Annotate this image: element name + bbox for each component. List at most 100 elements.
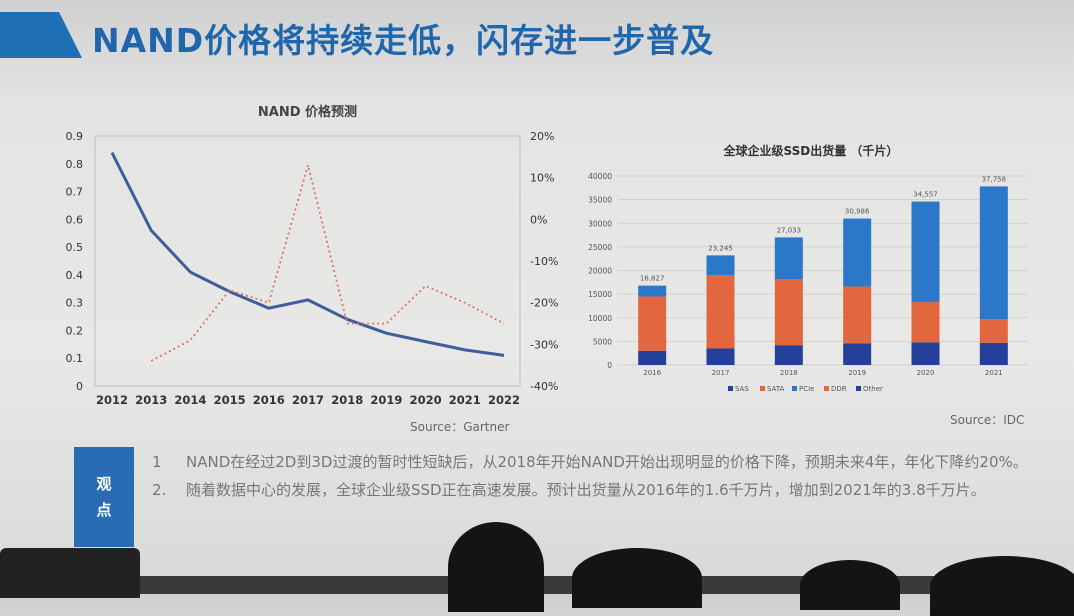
chart2-bar-segment bbox=[638, 296, 667, 351]
chart2-legend-label: SAS bbox=[735, 385, 749, 393]
chart2-bar-segment bbox=[706, 348, 735, 365]
chart2-x-tick-label: 2020 bbox=[917, 369, 935, 377]
viewpoint-item: 2. 随着数据中心的发展，全球企业级SSD正在高速发展。预计出货量从2016年的… bbox=[152, 479, 1052, 501]
chart2-total-label: 23,245 bbox=[708, 244, 733, 252]
chart1-x-tick-label: 2012 bbox=[96, 393, 128, 407]
chart2-legend-swatch bbox=[728, 386, 733, 391]
chart2-legend-label: SATA bbox=[767, 385, 785, 393]
nand-price-chart: NAND 价格预测 0 0.1 0.2 0.3 0.4 0.5 0.6 0.7 0.8 0.9 20%… bbox=[66, 104, 1028, 407]
chart1-plot-frame bbox=[94, 135, 521, 387]
chart1-left-tick-label: 0.6 bbox=[66, 213, 84, 226]
chart2-bar-segment bbox=[911, 342, 940, 365]
chart1-left-tick-label: 0.1 bbox=[66, 352, 84, 365]
viewpoint-label: 观 点 bbox=[74, 447, 134, 547]
chart2-bar-segment bbox=[979, 319, 1008, 343]
chart1-right-tick-label: 20% bbox=[530, 130, 554, 143]
chart1-x-tick-label: 2016 bbox=[253, 393, 285, 407]
chart1-x-tick-label: 2020 bbox=[410, 393, 442, 407]
chart2-bar-segment bbox=[706, 275, 735, 349]
viewpoint-item: 1 NAND在经过2D到3D过渡的暂时性短缺后，从2018年开始NAND开始出现… bbox=[152, 451, 1052, 473]
chart1-x-tick-label: 2017 bbox=[292, 393, 324, 407]
chart1-x-tick-label: 2021 bbox=[449, 393, 481, 407]
chart2-total-label: 34,557 bbox=[913, 191, 938, 199]
viewpoint-number: 2. bbox=[152, 481, 167, 499]
chart1-left-tick-label: 0.8 bbox=[66, 158, 84, 171]
chart2-bar-segment bbox=[843, 218, 872, 287]
chart2-x-tick-label: 2016 bbox=[643, 369, 661, 377]
chart2-bar-segment bbox=[843, 343, 872, 365]
chart2-bar-segment bbox=[843, 286, 872, 344]
chart2-legend-label: Other bbox=[863, 385, 883, 393]
chart2-y-tick-label: 5000 bbox=[593, 337, 612, 346]
chart2-bar-segment bbox=[774, 279, 803, 346]
chart2-bar-segment bbox=[774, 237, 803, 280]
viewpoint-list: 1 NAND在经过2D到3D过渡的暂时性短缺后，从2018年开始NAND开始出现… bbox=[152, 451, 1052, 507]
chart2-legend-label: PCIe bbox=[799, 385, 814, 393]
chart1-left-tick-label: 0.9 bbox=[66, 130, 84, 143]
chart2-legend-label: DDR bbox=[831, 385, 847, 393]
chart1-right-tick-label: -20% bbox=[530, 297, 558, 310]
chart1-right-tick-label: -10% bbox=[530, 255, 558, 268]
chart2-total-label: 37,758 bbox=[982, 175, 1007, 183]
chart2-x-tick-label: 2021 bbox=[985, 369, 1003, 377]
chart2-title: 全球企业级SSD出货量 （千片） bbox=[723, 143, 899, 158]
viewpoint-label-char-2: 点 bbox=[96, 501, 112, 519]
chart2-y-tick-label: 10000 bbox=[588, 314, 612, 323]
chart1-x-tick-label: 2018 bbox=[331, 393, 363, 407]
chart1-right-tick-label: 10% bbox=[530, 172, 554, 185]
chart1-x-tick-label: 2019 bbox=[370, 393, 402, 407]
laptop-silhouette bbox=[0, 548, 140, 598]
chart2-total-label: 27,033 bbox=[777, 226, 802, 234]
chart1-right-tick-label: -40% bbox=[530, 380, 558, 393]
chart2-bar-segment bbox=[706, 255, 735, 276]
chart1-left-tick-label: 0.2 bbox=[66, 324, 84, 337]
chart1-change-line bbox=[150, 164, 505, 362]
chart2-legend-swatch bbox=[792, 386, 797, 391]
chart2-y-tick-label: 35000 bbox=[588, 196, 612, 205]
chart1-left-tick-label: 0.3 bbox=[66, 297, 84, 310]
chart1-price-line bbox=[110, 152, 505, 357]
chart1-right-tick-label: 0% bbox=[530, 213, 547, 226]
chart1-right-tick-label: -30% bbox=[530, 338, 558, 351]
chart2-y-tick-label: 40000 bbox=[588, 172, 612, 181]
chart1-x-tick-label: 2013 bbox=[135, 393, 167, 407]
viewpoint-number: 1 bbox=[152, 453, 162, 471]
chart1-left-tick-label: 0.4 bbox=[66, 269, 84, 282]
chart2-y-tick-label: 25000 bbox=[588, 243, 612, 252]
chart1-left-tick-label: 0.7 bbox=[66, 186, 84, 199]
chart2-y-tick-label: 30000 bbox=[588, 219, 612, 228]
chart2-source: Source：IDC bbox=[950, 413, 1025, 427]
chart1-left-tick-label: 0 bbox=[76, 380, 83, 393]
audience-head bbox=[448, 522, 544, 612]
chart2-y-tick-label: 20000 bbox=[588, 267, 612, 276]
chart1-left-tick-label: 0.5 bbox=[66, 241, 84, 254]
chart1-source: Source：Gartner bbox=[410, 420, 510, 434]
chart1-x-tick-label: 2014 bbox=[174, 393, 206, 407]
viewpoint-label-char-1: 观 bbox=[96, 475, 112, 493]
chart2-legend-swatch bbox=[824, 386, 829, 391]
chart2-total-label: 16,827 bbox=[640, 275, 665, 283]
audience-head bbox=[930, 556, 1074, 616]
chart1-x-tick-label: 2022 bbox=[488, 393, 520, 407]
chart2-y-tick-label: 15000 bbox=[588, 290, 612, 299]
chart2-bar-segment bbox=[911, 201, 940, 303]
chart2-x-tick-label: 2017 bbox=[712, 369, 730, 377]
audience-head bbox=[572, 548, 702, 608]
audience-head bbox=[800, 560, 900, 610]
chart2-x-tick-label: 2018 bbox=[780, 369, 798, 377]
chart2-bar-segment bbox=[979, 342, 1008, 365]
chart2-y-tick-label: 0 bbox=[607, 361, 612, 370]
chart1-title: NAND 价格预测 bbox=[258, 104, 357, 120]
chart2-bar-segment bbox=[979, 186, 1008, 320]
viewpoint-text: 随着数据中心的发展，全球企业级SSD正在高速发展。预计出货量从2016年的1.6… bbox=[186, 481, 986, 499]
slide-title: NAND价格将持续走低，闪存进一步普及 bbox=[92, 21, 715, 60]
chart2-bar-segment bbox=[774, 345, 803, 365]
chart2-bar-segment bbox=[911, 302, 940, 343]
chart2-legend-swatch bbox=[856, 386, 861, 391]
chart2-bar-segment bbox=[638, 285, 667, 297]
chart2-total-label: 30,986 bbox=[845, 208, 870, 216]
viewpoint-text: NAND在经过2D到3D过渡的暂时性短缺后，从2018年开始NAND开始出现明显… bbox=[186, 453, 1028, 471]
chart2-bar-segment bbox=[638, 350, 667, 365]
chart2-legend-swatch bbox=[760, 386, 765, 391]
chart2-x-tick-label: 2019 bbox=[848, 369, 866, 377]
